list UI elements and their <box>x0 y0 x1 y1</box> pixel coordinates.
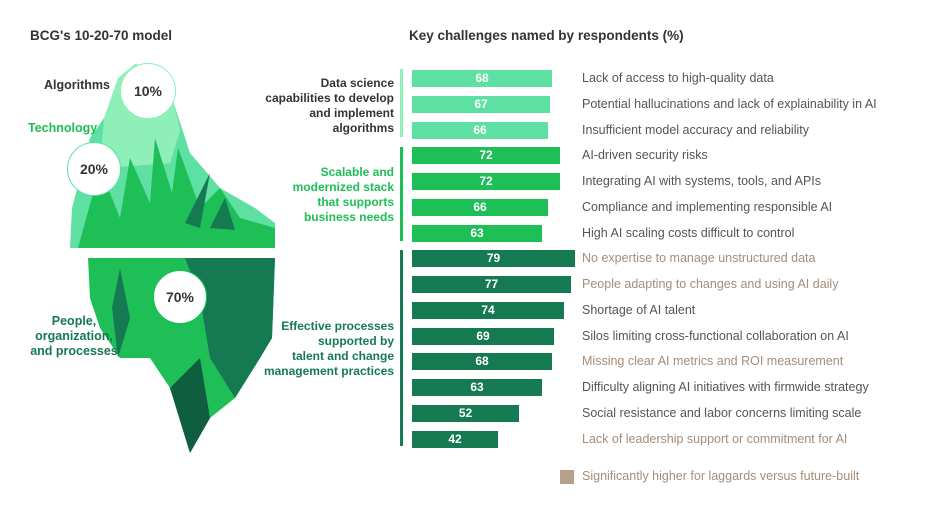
category-label: Social resistance and labor concerns lim… <box>582 405 862 420</box>
category-label: Shortage of AI talent <box>582 302 696 317</box>
bar-value-label: 42 <box>448 431 462 446</box>
bar <box>412 250 575 268</box>
group-label-line: and implement <box>309 106 394 120</box>
category-label: High AI scaling costs difficult to contr… <box>582 225 795 240</box>
group-label-line: algorithms <box>332 121 394 135</box>
bar <box>412 276 571 293</box>
bar <box>412 430 498 448</box>
bar <box>412 379 542 396</box>
iceberg-underwater-dark-shape <box>170 358 210 453</box>
chart-title: Key challenges named by respondents (%) <box>409 28 684 43</box>
bar-value-label: 69 <box>476 328 490 343</box>
group-label-line: capabilities to develop <box>265 91 394 105</box>
bar <box>412 327 554 345</box>
group-label-line: Scalable and <box>320 165 394 179</box>
bar-value-label: 72 <box>479 174 493 188</box>
iceberg-title: BCG's 10-20-70 model <box>30 28 173 43</box>
group-bracket-processes <box>400 250 403 446</box>
people-label-line: People, <box>51 314 97 328</box>
bar <box>412 121 548 139</box>
group-label-tech-stack: Scalable and modernized stack that suppo… <box>254 165 394 225</box>
bar <box>412 70 552 87</box>
group-bracket-data-science <box>400 69 403 137</box>
bar-value-label: 72 <box>479 148 493 163</box>
technology-percent-badge: 20% <box>67 142 121 196</box>
group-label-line: modernized stack <box>292 180 394 194</box>
group-label-line: supported by <box>317 334 394 348</box>
bar <box>412 95 550 113</box>
category-label: No expertise to manage unstructured data <box>582 251 816 266</box>
group-label-line: Data science <box>320 76 394 90</box>
algorithms-label: Algorithms <box>44 78 110 92</box>
bar-value-label: 63 <box>470 380 484 394</box>
category-label: Lack of leadership support or commitment… <box>582 431 848 446</box>
bar <box>412 147 560 165</box>
bar-value-label: 52 <box>458 405 473 420</box>
bar-value-label: 74 <box>481 302 495 317</box>
category-label: Compliance and implementing responsible … <box>582 199 833 214</box>
bar-value-label: 68 <box>475 71 489 85</box>
iceberg-underwater-stripe-shape <box>112 268 130 358</box>
group-label-line: that supports <box>317 195 394 209</box>
group-label-data-science: Data science capabilities to develop and… <box>254 76 394 136</box>
legend-swatch <box>560 470 574 484</box>
technology-label: Technology <box>28 121 98 135</box>
bar <box>412 301 564 319</box>
category-label: Difficulty aligning AI initiatives with … <box>582 380 869 394</box>
bar-value-label: 67 <box>474 96 488 111</box>
bar-value-label: 77 <box>484 277 499 291</box>
bar-value-label: 66 <box>473 199 487 214</box>
bar <box>412 224 542 242</box>
people-label: People, organization, and processes <box>24 314 124 359</box>
bar <box>412 404 519 422</box>
group-label-line: Effective processes <box>281 319 394 333</box>
category-label: Insufficient model accuracy and reliabil… <box>582 122 809 137</box>
group-label-line: talent and change <box>291 349 394 363</box>
category-label: Silos limiting cross-functional collabor… <box>582 328 849 343</box>
iceberg-illustration <box>70 64 275 453</box>
category-label: Missing clear AI metrics and ROI measure… <box>582 354 844 369</box>
category-label: AI-driven security risks <box>582 148 708 163</box>
group-bracket-tech-stack <box>400 147 403 241</box>
bar <box>412 353 552 371</box>
group-label-processes: Effective processes supported by talent … <box>254 319 394 379</box>
people-label-line: and processes <box>30 344 118 358</box>
algorithms-percent-badge: 10% <box>120 63 176 119</box>
bar <box>412 198 548 216</box>
bar-value-label: 63 <box>470 225 484 240</box>
bar-value-label: 79 <box>486 251 501 266</box>
people-percent-badge: 70% <box>153 270 207 324</box>
category-label: Lack of access to high-quality data <box>582 71 774 85</box>
iceberg-ridge-dark-shape-2 <box>210 198 235 230</box>
group-label-line: business needs <box>303 210 394 224</box>
category-label: Potential hallucinations and lack of exp… <box>582 96 877 111</box>
category-label: People adapting to changes and using AI … <box>582 277 839 291</box>
group-label-line: management practices <box>263 364 394 378</box>
bar-value-label: 68 <box>475 354 489 369</box>
legend-text: Significantly higher for laggards versus… <box>582 469 860 483</box>
bar-value-label: 66 <box>473 122 487 137</box>
category-label: Integrating AI with systems, tools, and … <box>582 174 822 188</box>
iceberg-ridge-dark-shape <box>185 173 210 228</box>
bar <box>412 173 560 190</box>
iceberg-underwater-right-shape <box>185 258 275 398</box>
people-label-line: organization, <box>35 329 113 343</box>
